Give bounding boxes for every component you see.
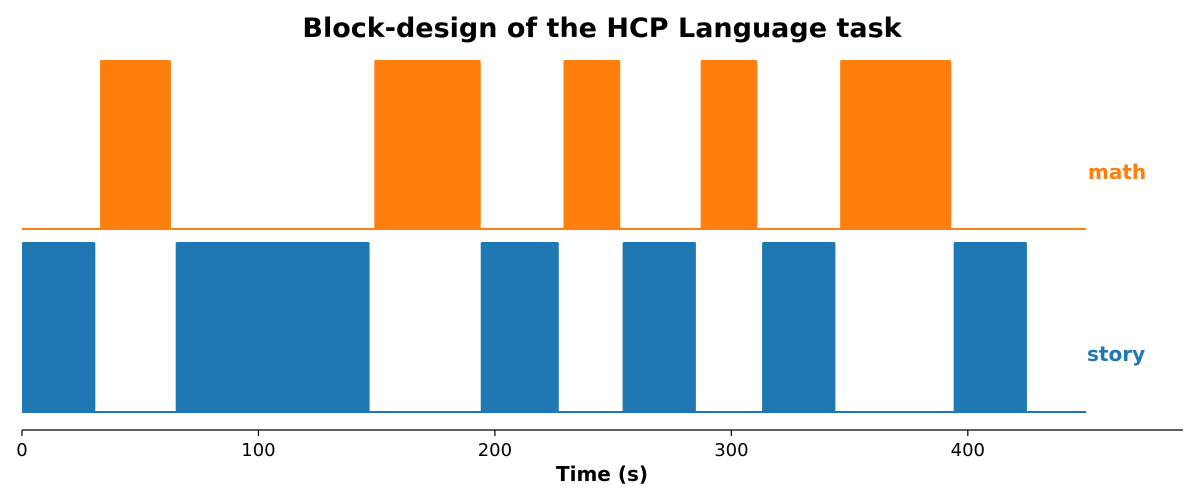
x-axis-label: Time (s): [556, 462, 648, 486]
math-block-5: [840, 60, 952, 229]
chart-title: Block-design of the HCP Language task: [302, 13, 902, 44]
math-block-4: [700, 60, 758, 229]
story-block-6: [953, 242, 1027, 412]
series-layer: math story: [22, 60, 1146, 413]
x-tick-label-400: 400: [951, 440, 985, 461]
series-math: math: [22, 60, 1146, 230]
story-block-1: [22, 242, 96, 412]
math-block-3: [563, 60, 621, 229]
x-tick-label-100: 100: [241, 440, 275, 461]
x-axis: 0 100 200 300 400: [16, 429, 1183, 461]
math-block-1: [100, 60, 171, 229]
story-block-5: [762, 242, 836, 412]
x-tick-label-0: 0: [16, 440, 27, 461]
story-series-label: story: [1087, 342, 1145, 366]
x-tick-label-200: 200: [478, 440, 512, 461]
story-block-2: [175, 242, 370, 412]
math-block-2: [374, 60, 481, 229]
series-story: story: [22, 242, 1145, 413]
story-block-4: [622, 242, 696, 412]
x-tick-label-300: 300: [714, 440, 748, 461]
math-series-label: math: [1088, 160, 1146, 184]
story-block-3: [480, 242, 559, 412]
